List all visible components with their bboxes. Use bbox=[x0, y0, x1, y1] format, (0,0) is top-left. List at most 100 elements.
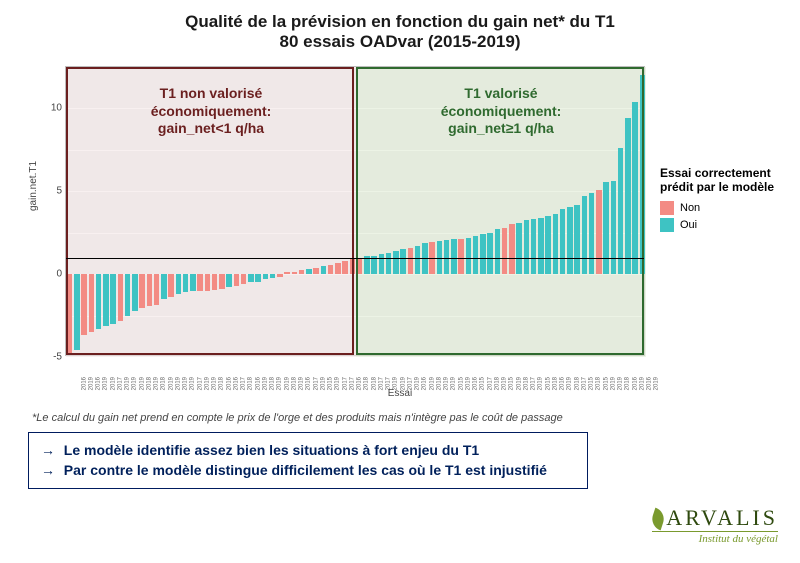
bar bbox=[241, 274, 247, 284]
x-axis-label: Essai bbox=[10, 388, 790, 399]
bar bbox=[110, 274, 116, 324]
bar bbox=[81, 274, 87, 335]
bar bbox=[321, 266, 327, 274]
bar bbox=[74, 274, 80, 350]
bar bbox=[270, 274, 276, 278]
bar bbox=[139, 274, 145, 308]
bar bbox=[147, 274, 153, 306]
bar bbox=[234, 274, 240, 286]
conclusion-2: → Par contre le modèle distingue diffici… bbox=[41, 461, 575, 481]
legend-label: Oui bbox=[680, 219, 697, 231]
legend-swatch bbox=[660, 201, 674, 215]
conclusion-1: → Le modèle identifie assez bien les sit… bbox=[41, 441, 575, 461]
bar bbox=[132, 274, 138, 310]
bar bbox=[118, 274, 124, 320]
logo-main: ARVALIS bbox=[652, 505, 778, 531]
bar bbox=[400, 249, 406, 274]
bar bbox=[306, 269, 312, 274]
bar bbox=[611, 181, 617, 274]
bar bbox=[386, 253, 392, 275]
y-tick: 0 bbox=[34, 269, 62, 280]
xtick-layer: 2016201920162019201920172019201920192018… bbox=[65, 356, 645, 386]
plot-area: -50510T1 non valorisééconomiquement:gain… bbox=[65, 66, 645, 356]
y-tick: 10 bbox=[34, 103, 62, 114]
legend-item: Oui bbox=[660, 218, 800, 232]
legend-title: Essai correctement prédit par le modèle bbox=[660, 166, 800, 195]
legend: Essai correctement prédit par le modèle … bbox=[660, 166, 800, 235]
bar bbox=[154, 274, 160, 305]
bar bbox=[226, 274, 232, 287]
bar bbox=[364, 256, 370, 274]
region-label-left: T1 non valorisééconomiquement:gain_net<1… bbox=[101, 85, 321, 138]
bar bbox=[466, 238, 472, 274]
legend-label: Non bbox=[680, 202, 700, 214]
bar bbox=[96, 274, 102, 329]
bar bbox=[190, 274, 196, 291]
legend-item: Non bbox=[660, 201, 800, 215]
bar bbox=[560, 209, 566, 274]
title-line-1: Qualité de la prévision en fonction du g… bbox=[0, 12, 800, 32]
bar bbox=[205, 274, 211, 291]
arrow-icon: → bbox=[41, 442, 56, 458]
y-tick: -5 bbox=[34, 352, 62, 363]
bar bbox=[299, 270, 305, 274]
bar bbox=[596, 190, 602, 275]
bar bbox=[415, 246, 421, 274]
logo: ARVALIS Institut du végétal bbox=[652, 505, 778, 545]
chart-title: Qualité de la prévision en fonction du g… bbox=[0, 0, 800, 56]
bar bbox=[524, 220, 530, 274]
bar bbox=[473, 236, 479, 274]
bar bbox=[393, 251, 399, 274]
bar bbox=[538, 218, 544, 274]
bar bbox=[342, 261, 348, 274]
bar bbox=[248, 274, 254, 282]
bar bbox=[67, 274, 73, 355]
bar bbox=[255, 274, 261, 282]
bar bbox=[168, 274, 174, 296]
bar bbox=[640, 75, 646, 274]
bar bbox=[371, 256, 377, 274]
bar bbox=[516, 223, 522, 274]
legend-swatch bbox=[660, 218, 674, 232]
bar bbox=[125, 274, 131, 315]
title-line-2: 80 essais OADvar (2015-2019) bbox=[0, 32, 800, 52]
bar bbox=[161, 274, 167, 299]
bar bbox=[509, 224, 515, 274]
bar bbox=[328, 265, 334, 274]
bar bbox=[284, 272, 290, 274]
bar bbox=[582, 196, 588, 274]
chart-container: gain.net.T1 -50510T1 non valorisééconomi… bbox=[10, 56, 790, 406]
bar bbox=[531, 219, 537, 274]
bar bbox=[313, 268, 319, 275]
bar bbox=[197, 274, 203, 291]
bar bbox=[567, 207, 573, 274]
bar bbox=[292, 272, 298, 274]
bar bbox=[263, 274, 269, 279]
bar bbox=[502, 228, 508, 274]
bar bbox=[408, 248, 414, 275]
bar bbox=[545, 216, 551, 274]
bar bbox=[335, 263, 341, 275]
conclusions-box: → Le modèle identifie assez bien les sit… bbox=[28, 432, 588, 489]
region-label-right: T1 valorisééconomiquement:gain_net≥1 q/h… bbox=[391, 85, 611, 138]
bar bbox=[574, 205, 580, 275]
bar bbox=[212, 274, 218, 290]
bar bbox=[350, 259, 356, 274]
arrow-icon: → bbox=[41, 462, 56, 478]
legend-items: Non Oui bbox=[660, 201, 800, 232]
bar bbox=[618, 148, 624, 274]
bar bbox=[176, 274, 182, 294]
bar bbox=[589, 193, 595, 274]
leaf-icon bbox=[649, 508, 667, 531]
bar bbox=[632, 102, 638, 274]
bar bbox=[480, 234, 486, 274]
logo-sub: Institut du végétal bbox=[652, 531, 778, 545]
bar bbox=[553, 214, 559, 274]
footnote: *Le calcul du gain net prend en compte l… bbox=[32, 412, 800, 424]
bar bbox=[183, 274, 189, 292]
bar bbox=[625, 118, 631, 274]
bar bbox=[89, 274, 95, 332]
bar bbox=[495, 229, 501, 274]
threshold-line bbox=[66, 258, 644, 259]
bar bbox=[487, 233, 493, 274]
